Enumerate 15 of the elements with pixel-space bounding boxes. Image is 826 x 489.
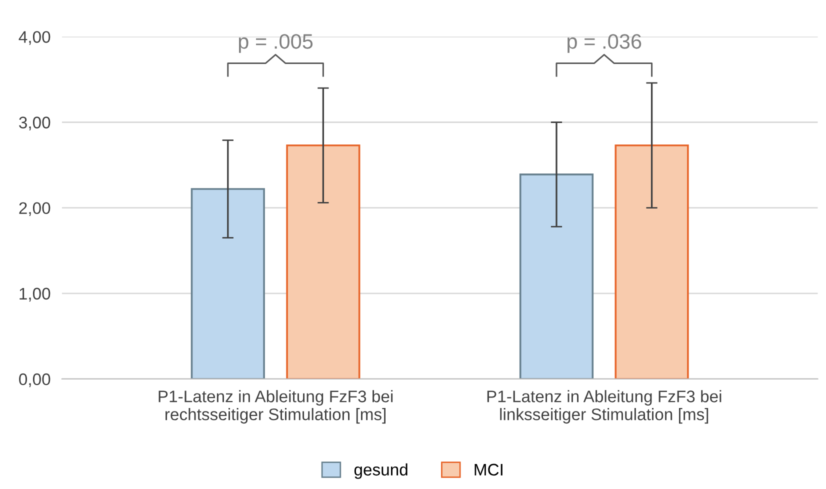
bar: [614, 144, 689, 379]
bar: [190, 188, 265, 379]
y-tick-label: 4,00: [18, 31, 50, 45]
x-tick-label: P1-Latenz in Ableitung FzF3 bei rechtsseitiger Stimulation [ms]: [158, 390, 393, 424]
annotation: p = .036: [568, 34, 642, 53]
x-tick-label: P1-Latenz in Ableitung FzF3 bei linksseitiger Stimulation [ms]: [487, 390, 722, 424]
legend-label: MCI: [474, 464, 502, 476]
bar: [286, 144, 360, 379]
y-tick-label: 2,00: [19, 202, 50, 216]
y-tick-label: 1,00: [20, 288, 50, 302]
y-tick-label: 3,00: [19, 116, 50, 130]
legend-label: gesund: [354, 463, 408, 479]
annotation: p = .005: [238, 34, 313, 53]
bar: [519, 174, 594, 379]
y-tick-label: 0,00: [19, 373, 50, 388]
